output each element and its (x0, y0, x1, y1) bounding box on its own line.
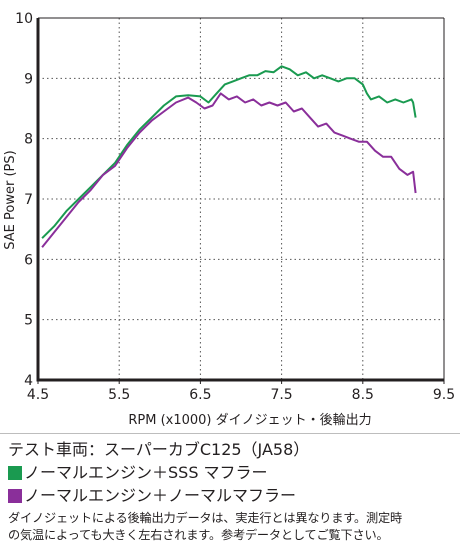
x-tick-label-4.5: 4.5 (27, 387, 49, 403)
series-line-2 (41, 92, 417, 248)
y-tick-label-9: 9 (24, 71, 33, 87)
legend-label-sss-muffler: ノーマルエンジン＋SSS マフラー (24, 463, 268, 482)
disclaimer-note: ダイノジェットによる後輪出力データは、実走行とは異なります。測定時 の気温によっ… (8, 510, 454, 544)
x-axis-label: RPM (x1000) ダイノジェット・後輪出力 (128, 412, 371, 428)
disclaimer-line-1: ダイノジェットによる後輪出力データは、実走行とは異なります。測定時 (8, 511, 403, 525)
dyno-power-chart: 4.5 5.5 6.5 7.5 8.5 9.5 4 5 6 7 8 9 10 RPM (x1000) ダ… (3, 11, 455, 428)
y-tick-label-5: 5 (24, 313, 33, 329)
x-tick-label-5.5: 5.5 (108, 387, 130, 403)
x-tick-label-8.5: 8.5 (352, 387, 374, 403)
legend-swatch-green (8, 466, 22, 480)
series-line-1 (41, 65, 417, 239)
legend-label-normal-muffler: ノーマルエンジン＋ノーマルマフラー (24, 486, 297, 505)
x-tick-label-9.5: 9.5 (433, 387, 455, 403)
x-tick-label-7.5: 7.5 (270, 387, 292, 403)
legend-swatch-purple (8, 489, 22, 503)
y-tick-label-4: 4 (24, 373, 33, 389)
y-tick-label-7: 7 (24, 192, 33, 208)
y-tick-label-10: 10 (15, 11, 33, 27)
disclaimer-line-2: の気温によっても大きく左右されます。参考データとしてご覧下さい。 (8, 528, 389, 542)
x-tick-label-6.5: 6.5 (189, 387, 211, 403)
test-vehicle-label: テスト車両：スーパーカブC125（JA58） (8, 440, 310, 459)
legend-item-sss-muffler: ノーマルエンジン＋SSS マフラー (8, 462, 454, 484)
y-axis-label: SAE Power (PS) (3, 150, 18, 249)
divider (0, 433, 460, 434)
y-tick-label-6: 6 (24, 252, 33, 268)
y-tick-label-8: 8 (24, 132, 33, 148)
legend-item-normal-muffler: ノーマルエンジン＋ノーマルマフラー (8, 485, 454, 507)
